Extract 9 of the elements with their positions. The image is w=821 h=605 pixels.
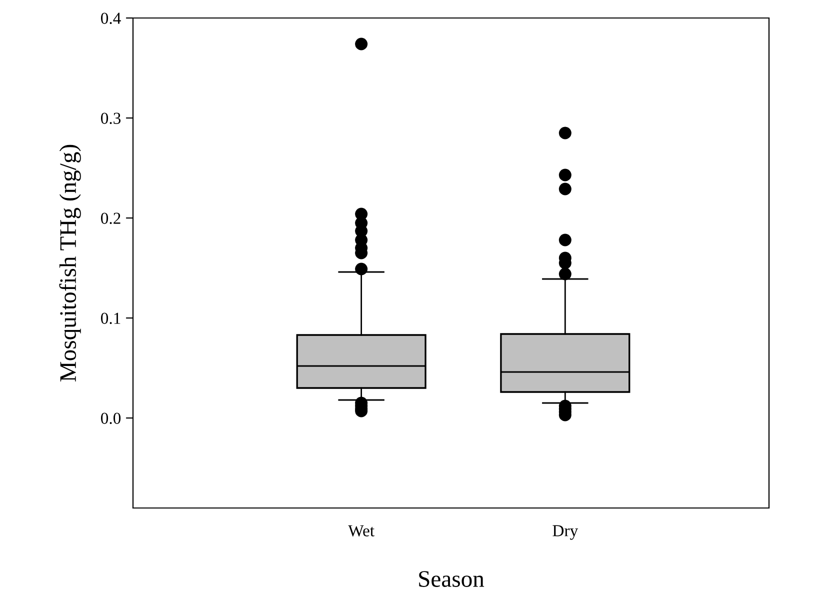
- x-axis-title: Season: [419, 571, 484, 587]
- y-tick-label: 0.1: [100, 312, 120, 324]
- y-tick-label: 0.2: [100, 212, 120, 224]
- y-axis-title: Mosquitofish THg (ng/g): [59, 144, 81, 382]
- x-tick-label: Dry: [552, 525, 578, 540]
- y-tick-label: 0.4: [100, 12, 121, 24]
- x-tick-label: Wet: [348, 525, 374, 536]
- y-tick-label: 0.3: [100, 112, 121, 124]
- y-tick-label: 0.0: [100, 412, 121, 424]
